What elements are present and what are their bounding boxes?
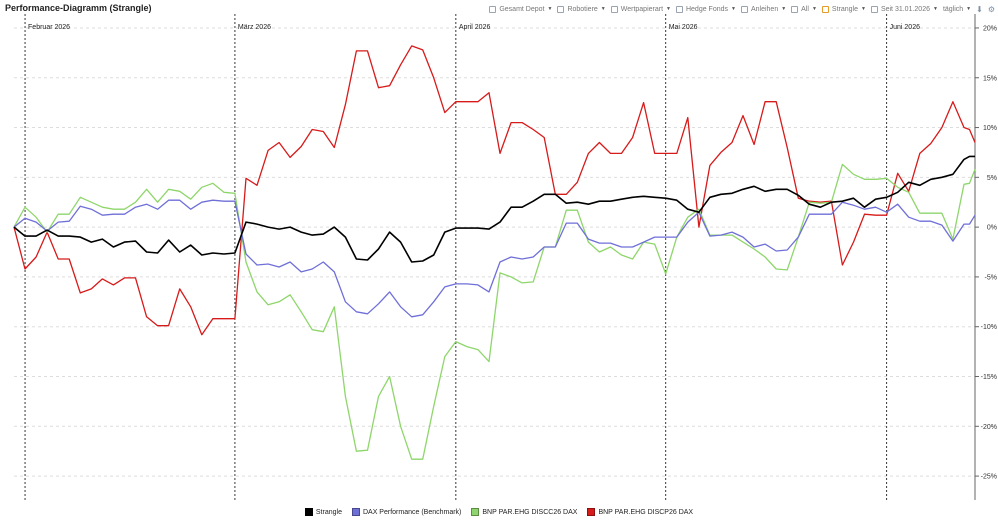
checkbox[interactable] — [675, 5, 683, 13]
caret-down-icon: ▼ — [600, 6, 606, 12]
filter-wertpapierart[interactable]: Wertpapierart ▼ — [610, 5, 671, 13]
toolbar: Gesamt Depot ▼ Robotiere ▼ Wertpapierart… — [489, 3, 995, 15]
settings-icon[interactable]: ⚙ — [987, 4, 995, 14]
month-label: Februar 2026 — [28, 24, 70, 31]
month-label: März 2026 — [238, 24, 271, 31]
checkbox[interactable] — [489, 5, 497, 13]
filter-anleihen[interactable]: Anleihen ▼ — [740, 5, 787, 13]
legend-label: BNP PAR.EHG DISCC26 DAX — [482, 508, 578, 516]
series-line — [13, 199, 976, 318]
caret-down-icon: ▼ — [811, 6, 817, 12]
legend-swatch — [351, 508, 360, 516]
legend-label: DAX Performance (Benchmark) — [362, 508, 462, 516]
month-label: Juni 2026 — [890, 24, 920, 31]
filter-label: Hedge Fonds — [685, 5, 729, 13]
month-label: Mai 2026 — [669, 24, 698, 31]
legend-item-bnp-discp26[interactable]: BNP PAR.EHG DISCP26 DAX — [587, 508, 693, 516]
y-tick-label: 10% — [983, 125, 997, 132]
y-tick-label: -20% — [981, 424, 997, 431]
interval-selector[interactable]: täglich ▼ — [943, 6, 971, 13]
y-tick-label: 15% — [983, 75, 997, 82]
y-tick-label: 5% — [987, 175, 997, 182]
legend-swatch — [587, 508, 596, 516]
y-tick-label: 0% — [987, 225, 997, 232]
filter-strangle[interactable]: Strangle ▼ — [821, 5, 866, 13]
filter-label: Wertpapierart — [620, 5, 664, 13]
legend-label: Strangle — [315, 508, 342, 516]
filter-label: Strangle — [831, 5, 858, 13]
y-tick-label: -15% — [981, 374, 997, 381]
since-label: Seit 31.01.2026 — [880, 5, 930, 13]
legend-item-bnp-discc26[interactable]: BNP PAR.EHG DISCC26 DAX — [471, 508, 577, 516]
y-tick-label: -25% — [981, 474, 997, 481]
interval-label: täglich — [942, 5, 964, 13]
download-icon[interactable]: ⬇ — [976, 4, 983, 14]
y-tick-label: -5% — [985, 274, 997, 281]
calendar-icon[interactable] — [870, 5, 878, 13]
legend-item-dax-benchmark[interactable]: DAX Performance (Benchmark) — [351, 508, 462, 516]
caret-down-icon: ▼ — [932, 6, 938, 12]
caret-down-icon: ▼ — [547, 6, 553, 12]
checkbox[interactable] — [610, 5, 618, 13]
legend-swatch — [471, 508, 480, 516]
legend-swatch — [304, 508, 313, 516]
month-label: April 2026 — [459, 24, 491, 31]
legend-label: BNP PAR.EHG DISCP26 DAX — [598, 508, 694, 516]
chart-title: Performance-Diagramm (Strangle) — [5, 3, 152, 13]
y-tick-label: 20% — [983, 25, 997, 32]
caret-down-icon: ▼ — [966, 6, 972, 12]
checkbox[interactable] — [557, 5, 565, 13]
filter-label: Anleihen — [750, 5, 779, 13]
filter-label: All — [801, 5, 809, 13]
filter-label: Gesamt Depot — [499, 5, 545, 13]
y-tick-label: -10% — [981, 324, 997, 331]
checkbox[interactable] — [791, 5, 799, 13]
chart-svg: 20% 15% 10% 5% 0% -5% -10% -15% -20% -25% Februar … — [13, 14, 997, 500]
checkbox[interactable] — [740, 5, 748, 13]
caret-down-icon: ▼ — [860, 6, 866, 12]
series-line — [13, 155, 975, 263]
date-range-selector[interactable]: Seit 31.01.2026 ▼ — [870, 5, 938, 13]
legend-item-strangle[interactable]: Strangle — [304, 508, 342, 516]
caret-down-icon: ▼ — [731, 6, 736, 12]
filter-gesamt-depot[interactable]: Gesamt Depot ▼ — [489, 5, 553, 13]
caret-down-icon: ▼ — [781, 6, 787, 12]
filter-hedge-fonds[interactable]: Hedge Fonds ▼ — [675, 5, 736, 13]
caret-down-icon: ▼ — [666, 6, 671, 12]
filter-robotiere[interactable]: Robotiere ▼ — [557, 5, 606, 13]
checkbox[interactable] — [821, 5, 829, 13]
performance-chart: 20% 15% 10% 5% 0% -5% -10% -15% -20% -25% Februar … — [0, 14, 998, 504]
filter-label: Robotiere — [567, 5, 598, 13]
series-line — [13, 45, 976, 336]
chart-legend: Strangle DAX Performance (Benchmark) BNP… — [0, 506, 998, 518]
series-line — [13, 163, 976, 460]
filter-all[interactable]: All ▼ — [791, 5, 817, 13]
